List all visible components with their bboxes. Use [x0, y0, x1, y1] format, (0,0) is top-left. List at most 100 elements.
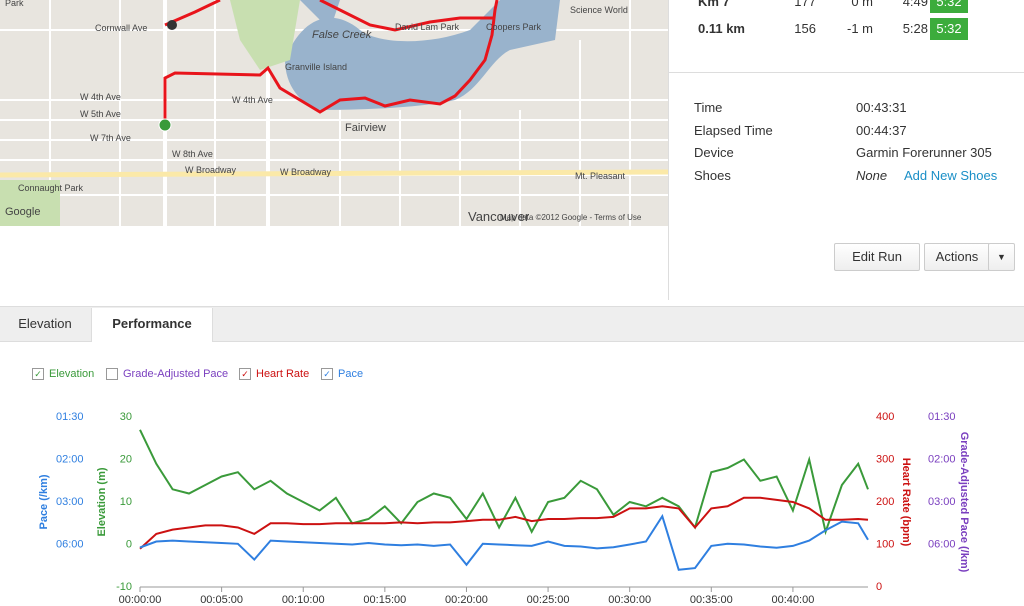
map-label: Science World	[570, 5, 628, 15]
x-tick-label: 00:05:00	[200, 594, 243, 606]
finish-marker	[167, 20, 177, 30]
split-cell: -1 m	[847, 21, 873, 36]
legend-toggle[interactable]: ✓ Pace	[321, 368, 363, 380]
map-label: W 8th Ave	[172, 149, 213, 159]
legend-toggle[interactable]: Grade-Adjusted Pace	[106, 368, 228, 380]
map-logo: Google	[5, 206, 40, 218]
y2-tick-label: 100	[876, 538, 894, 550]
map-label: W 5th Ave	[80, 109, 121, 119]
legend-label: Heart Rate	[256, 368, 310, 380]
checkbox[interactable]: ✓	[321, 368, 333, 380]
park	[0, 180, 60, 226]
splits-table: Km 7 177 0 m 4:49 5:32 0.11 km 156 -1 m 5:28 5:32	[668, 0, 1024, 73]
y-tick-label: 10	[120, 496, 132, 508]
map-label: W 4th Ave	[80, 92, 121, 102]
map-label: David Lam Park	[395, 22, 460, 32]
y-tick-label: 30	[120, 411, 132, 423]
pace-tick-label: 02:00	[928, 453, 956, 465]
divider	[668, 0, 669, 300]
map-label: Mt. Pleasant	[575, 171, 626, 181]
x-tick-label: 00:00:00	[119, 594, 162, 606]
add-shoes-link[interactable]: Add New Shoes	[904, 168, 998, 183]
pace-tick-label: 01:30	[928, 411, 956, 423]
pace-badge: 5:32	[930, 18, 968, 40]
axis-title: Heart Rate (bpm)	[900, 458, 912, 547]
map-label: False Creek	[312, 29, 372, 41]
map-label: W 7th Ave	[90, 133, 131, 143]
map-label: W 4th Ave	[232, 95, 273, 105]
map: Cornwall Ave Park False Creek David Lam …	[0, 0, 668, 226]
detail-value: 00:44:37	[856, 122, 907, 138]
detail-value: None	[856, 168, 888, 183]
tab[interactable]: Elevation	[18, 316, 72, 331]
pace-tick-label: 06:00	[56, 538, 84, 550]
y2-tick-label: 200	[876, 496, 894, 508]
pace-tick-label: 03:00	[56, 496, 84, 508]
x-tick-label: 00:35:00	[690, 594, 733, 606]
axis-title: Grade-Adjusted Pace (/km)	[958, 432, 970, 573]
legend-toggle[interactable]: ✓ Heart Rate	[239, 368, 309, 380]
detail-label: Device	[694, 145, 734, 160]
map-attribution: Map data ©2012 Google - Terms of Use	[500, 213, 642, 222]
detail-label: Shoes	[694, 168, 731, 183]
actions-button[interactable]: Actions	[924, 243, 990, 271]
tab-active[interactable]: Performance	[91, 308, 213, 342]
y-tick-label: -10	[116, 581, 132, 593]
pace-badge: 5:32	[930, 0, 968, 13]
pace-tick-label: 06:00	[928, 538, 956, 550]
series-line	[139, 429, 869, 536]
pace-tick-label: 02:00	[56, 453, 84, 465]
pace-tick-label: 01:30	[56, 411, 84, 423]
detail-label: Time	[694, 100, 723, 115]
split-cell: 156	[794, 21, 816, 36]
series-line	[139, 496, 869, 550]
y-tick-label: 20	[120, 453, 132, 465]
split-cell: 0.11 km	[698, 21, 745, 36]
map-label: Park	[5, 0, 24, 8]
actions-dropdown[interactable]: ▼	[988, 243, 1015, 271]
legend-label: Elevation	[49, 368, 95, 380]
x-tick-label: 00:15:00	[363, 594, 406, 606]
checkbox[interactable]: ✓	[239, 368, 251, 380]
map-label: W Broadway	[280, 167, 332, 177]
x-tick-label: 00:10:00	[282, 594, 325, 606]
map-label: Connaught Park	[18, 183, 84, 193]
map-label: W Broadway	[185, 165, 237, 175]
water	[285, 0, 560, 110]
park	[230, 0, 300, 70]
x-tick-label: 00:20:00	[445, 594, 488, 606]
edit-run-button[interactable]: Edit Run	[834, 243, 920, 271]
split-cell: 177	[794, 0, 816, 9]
y2-tick-label: 0	[876, 581, 882, 593]
route	[319, 0, 495, 32]
map-label: Vancouver	[468, 209, 530, 224]
checkbox[interactable]	[106, 368, 118, 380]
legend-toggle[interactable]: ✓ Elevation	[32, 368, 94, 380]
detail-value: Garmin Forerunner 305	[856, 145, 992, 160]
y2-tick-label: 300	[876, 453, 894, 465]
series-line	[139, 513, 869, 571]
axis-title: Pace (/km)	[38, 474, 50, 529]
route	[164, 0, 221, 27]
legend-label: Grade-Adjusted Pace	[123, 368, 229, 380]
x-tick-label: 00:30:00	[608, 594, 651, 606]
split-cell: 0 m	[851, 0, 873, 9]
pace-tick-label: 03:00	[928, 496, 956, 508]
x-tick-label: 00:40:00	[772, 594, 815, 606]
axis-title: Elevation (m)	[96, 467, 108, 536]
route	[163, 0, 499, 125]
y-tick-label: 0	[126, 538, 132, 550]
split-cell: 5:28	[902, 21, 928, 36]
checkbox[interactable]: ✓	[32, 368, 44, 380]
split-cell: 4:49	[902, 0, 928, 9]
map-label: Granville Island	[285, 62, 347, 72]
map-label: Coopers Park	[486, 22, 542, 32]
map-label: Cornwall Ave	[95, 23, 147, 33]
detail-value: 00:43:31	[856, 100, 907, 115]
map-label: Fairview	[345, 122, 386, 134]
legend-label: Pace	[338, 368, 364, 380]
split-cell: Km 7	[698, 0, 730, 9]
chart: 00:00:00 00:05:00 00:10:00 00:15:00 00:20:00…	[38, 411, 970, 606]
detail-label: Elapsed Time	[694, 122, 773, 138]
